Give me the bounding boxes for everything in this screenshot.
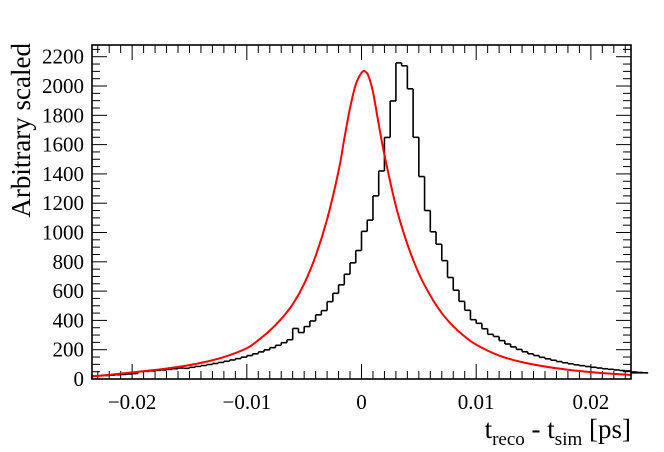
y-axis-title: Arbitrary scaled — [6, 43, 36, 218]
plot-frame — [91, 44, 632, 380]
fit-curve — [91, 70, 632, 378]
x-tick-label: −0.02 — [108, 390, 157, 414]
x-tick-label: 0.02 — [572, 390, 609, 414]
x-tick-label: −0.01 — [223, 390, 272, 414]
x-axis-title-sub2: sim — [555, 429, 583, 450]
y-tick-label: 800 — [53, 250, 85, 274]
x-axis-title-sub1: reco — [492, 429, 525, 450]
y-tick-label: 2200 — [42, 45, 84, 69]
y-tick-label: 1200 — [42, 191, 84, 215]
y-tick-label: 600 — [53, 279, 85, 303]
x-tick-labels: −0.02 −0.01 0 0.01 0.02 — [108, 390, 609, 414]
y-tick-label: 1600 — [42, 133, 84, 157]
y-tick-label: 1000 — [42, 221, 84, 245]
y-tick-label: 2000 — [42, 74, 84, 98]
axis-ticks — [92, 45, 631, 380]
y-tick-label: 0 — [74, 367, 85, 391]
y-tick-label: 1400 — [42, 162, 84, 186]
y-tick-label: 200 — [53, 338, 85, 362]
x-tick-label: 0.01 — [458, 390, 495, 414]
y-tick-label: 400 — [53, 308, 85, 332]
x-axis-title-mid: - t — [525, 414, 555, 444]
x-axis-title-t1: t — [485, 414, 493, 444]
fit-curve-series — [91, 70, 632, 378]
x-tick-label: 0 — [356, 390, 367, 414]
x-axis-title-unit: [ps] — [582, 414, 631, 444]
x-axis-title: treco - tsim [ps] — [485, 414, 631, 450]
y-tick-label: 1800 — [42, 103, 84, 127]
y-tick-labels: 0 200 400 600 800 1000 1200 1400 1600 1800 2000 220… — [42, 45, 84, 391]
